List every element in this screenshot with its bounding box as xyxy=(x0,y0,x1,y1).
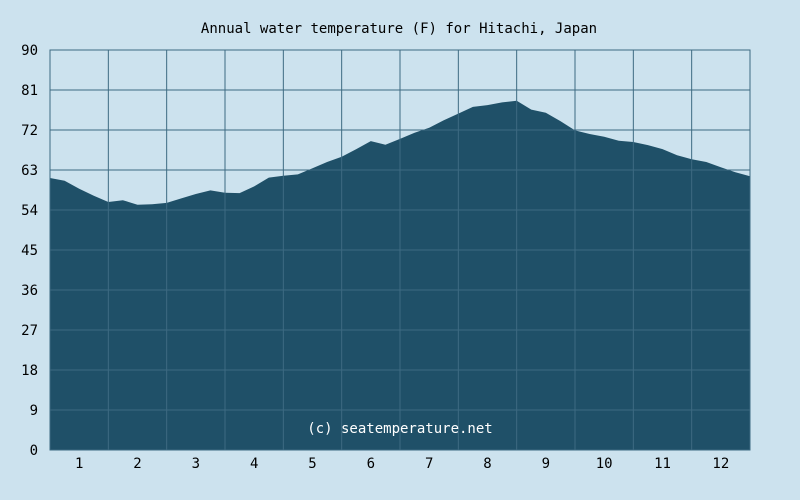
y-tick-label: 0 xyxy=(30,443,38,459)
x-tick-label: 3 xyxy=(192,456,200,472)
y-tick-label: 9 xyxy=(30,403,38,419)
watermark-text: (c) seatemperature.net xyxy=(307,421,492,437)
y-tick-label: 45 xyxy=(21,243,38,259)
x-tick-label: 7 xyxy=(425,456,433,472)
x-tick-label: 10 xyxy=(596,456,613,472)
x-tick-label: 8 xyxy=(483,456,491,472)
y-tick-label: 81 xyxy=(21,83,38,99)
y-tick-label: 54 xyxy=(21,203,38,219)
y-tick-label: 90 xyxy=(21,43,38,59)
grid-lines xyxy=(50,50,750,450)
chart-title: Annual water temperature (F) for Hitachi… xyxy=(201,21,597,37)
y-axis-tick-labels: 0 9 18 27 36 45 54 63 72 81 90 xyxy=(21,43,38,459)
plot-border xyxy=(49,49,751,451)
x-tick-label: 5 xyxy=(308,456,316,472)
x-tick-label: 9 xyxy=(542,456,550,472)
y-tick-label: 18 xyxy=(21,363,38,379)
x-tick-label: 6 xyxy=(367,456,375,472)
x-tick-label: 12 xyxy=(712,456,729,472)
y-tick-label: 63 xyxy=(21,163,38,179)
y-tick-label: 36 xyxy=(21,283,38,299)
plot-frame xyxy=(49,49,751,451)
x-tick-label: 1 xyxy=(75,456,83,472)
y-tick-label: 72 xyxy=(21,123,38,139)
x-axis-tick-labels: 1 2 3 4 5 6 7 8 9 10 11 12 xyxy=(75,456,729,472)
y-tick-label: 27 xyxy=(21,323,38,339)
x-tick-label: 2 xyxy=(133,456,141,472)
x-tick-label: 11 xyxy=(654,456,671,472)
x-tick-label: 4 xyxy=(250,456,258,472)
